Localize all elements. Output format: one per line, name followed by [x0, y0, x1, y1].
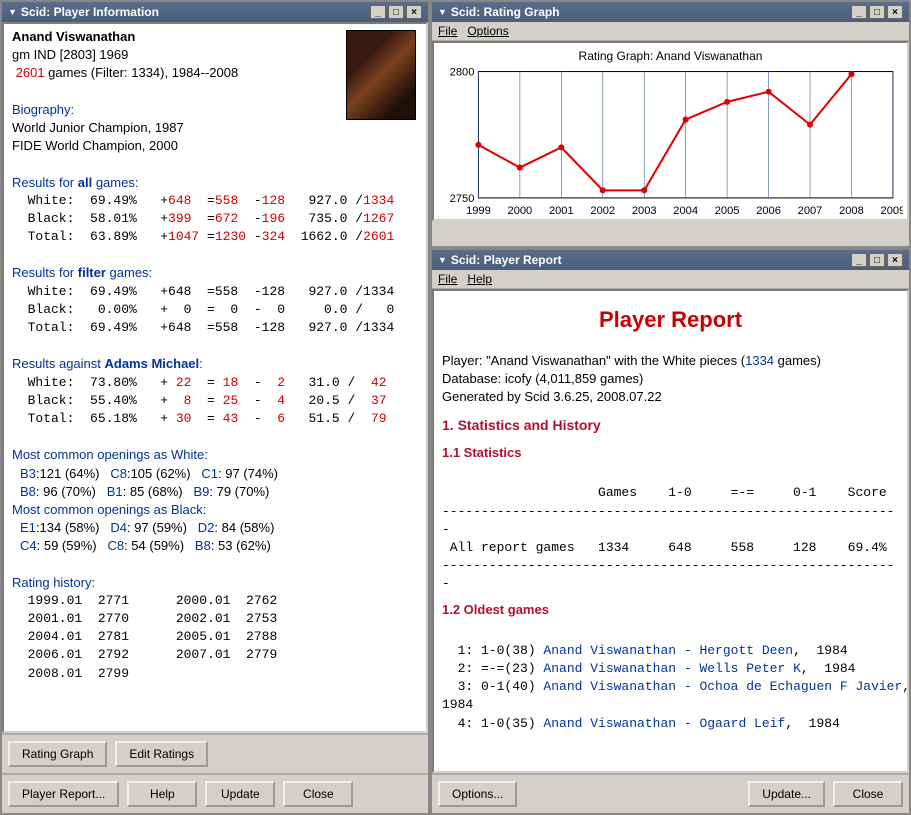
player-photo — [346, 30, 416, 120]
player-report-body: Player Report Player: "Anand Viswanathan… — [432, 289, 909, 773]
svg-text:2005: 2005 — [715, 205, 740, 217]
menu-options[interactable]: Options — [467, 24, 508, 38]
svg-text:1999: 1999 — [466, 205, 491, 217]
rating-graph-menubar: File Options — [432, 22, 909, 41]
opening-code[interactable]: C8 — [107, 538, 124, 553]
close-button[interactable]: Close — [833, 781, 903, 807]
svg-text:2000: 2000 — [508, 205, 533, 217]
player-info-body: Anand Viswanathan gm IND [2803] 1969 260… — [2, 22, 428, 733]
opening-code[interactable]: C8 — [110, 466, 127, 481]
opening-code[interactable]: B8 — [20, 484, 36, 499]
svg-text:2800: 2800 — [450, 67, 475, 79]
close-icon[interactable]: × — [406, 5, 422, 19]
update-button[interactable]: Update... — [748, 781, 825, 807]
player-report-menubar: File Help — [432, 270, 909, 289]
update-button[interactable]: Update — [205, 781, 275, 807]
opening-code[interactable]: B8 — [195, 538, 211, 553]
minimize-icon[interactable]: _ — [851, 253, 867, 267]
window-title: Scid: Player Information — [21, 5, 370, 19]
help-button[interactable]: Help — [127, 781, 197, 807]
results-all-total: Total: 63.89% +1047 =1230 -324 1662.0 /2… — [12, 228, 418, 246]
options-button[interactable]: Options... — [438, 781, 517, 807]
opponent-name[interactable]: Adams Michael — [105, 356, 200, 371]
svg-text:2750: 2750 — [450, 193, 475, 205]
svg-text:2009: 2009 — [881, 205, 903, 217]
game-link[interactable]: Anand Viswanathan - Ogaard Leif — [543, 716, 785, 731]
svg-text:2002: 2002 — [590, 205, 615, 217]
opening-code[interactable]: E1 — [20, 520, 36, 535]
svg-text:2001: 2001 — [549, 205, 574, 217]
svg-text:2007: 2007 — [798, 205, 823, 217]
close-icon[interactable]: × — [887, 253, 903, 267]
results-all-white: White: 69.49% +648 =558 -128 927.0 /1334 — [12, 192, 418, 210]
opening-code[interactable]: B9 — [193, 484, 209, 499]
svg-text:2008: 2008 — [839, 205, 864, 217]
stats-divider: ----------------------------------------… — [442, 557, 899, 593]
openings-white: B3:121 (64%) C8:105 (62%) C1: 97 (74%)B8… — [12, 465, 418, 501]
opening-code[interactable]: D4 — [110, 520, 127, 535]
svg-text:2003: 2003 — [632, 205, 657, 217]
rating-graph-titlebar: ▼ Scid: Rating Graph _ □ × — [432, 2, 909, 22]
button-row-2: Player Report... Help Update Close — [2, 773, 428, 813]
report-title: Player Report — [442, 305, 899, 336]
menu-file[interactable]: File — [438, 24, 457, 38]
player-report-button[interactable]: Player Report... — [8, 781, 119, 807]
stats-divider: ----------------------------------------… — [442, 503, 899, 539]
minimize-icon[interactable]: _ — [370, 5, 386, 19]
opening-code[interactable]: B3 — [20, 466, 36, 481]
minimize-icon[interactable]: _ — [851, 5, 867, 19]
opening-code[interactable]: B1 — [107, 484, 123, 499]
svg-text:2004: 2004 — [673, 205, 698, 217]
vs-total: Total: 65.18% + 30 = 43 - 6 51.5 / 79 — [12, 410, 418, 428]
dropdown-icon: ▼ — [8, 7, 17, 17]
rating-chart: Rating Graph: Anand Viswanathan 19992000… — [432, 41, 909, 221]
openings-black: E1:134 (58%) D4: 97 (59%) D2: 84 (58%)C4… — [12, 519, 418, 555]
player-info-titlebar: ▼ Scid: Player Information _ □ × — [2, 2, 428, 22]
player-report-titlebar: ▼ Scid: Player Report _ □ × — [432, 250, 909, 270]
vs-white: White: 73.80% + 22 = 18 - 2 31.0 / 42 — [12, 374, 418, 392]
opening-code[interactable]: D2 — [198, 520, 215, 535]
dropdown-icon: ▼ — [438, 7, 447, 17]
rating-history: 1999.01 2771 2000.01 2762 2001.01 2770 2… — [12, 592, 418, 683]
close-button[interactable]: Close — [283, 781, 353, 807]
opening-code[interactable]: C4 — [20, 538, 37, 553]
opening-code[interactable]: C1 — [201, 466, 218, 481]
maximize-icon[interactable]: □ — [869, 5, 885, 19]
vs-black: Black: 55.40% + 8 = 25 - 4 20.5 / 37 — [12, 392, 418, 410]
menu-file[interactable]: File — [438, 272, 457, 286]
maximize-icon[interactable]: □ — [869, 253, 885, 267]
rating-graph-button[interactable]: Rating Graph — [8, 741, 107, 767]
game-link[interactable]: Anand Viswanathan - Hergott Deen — [543, 643, 793, 658]
game-link[interactable]: Anand Viswanathan - Ochoa de Echaguen F … — [543, 679, 902, 694]
report-button-row: Options... Update... Close — [432, 773, 909, 813]
player-name: Anand Viswanathan — [12, 29, 135, 44]
games-count[interactable]: 2601 — [16, 65, 45, 80]
game-link[interactable]: Anand Viswanathan - Wells Peter K — [543, 661, 800, 676]
dropdown-icon: ▼ — [438, 255, 447, 265]
button-row-1: Rating Graph Edit Ratings — [2, 733, 428, 773]
maximize-icon[interactable]: □ — [388, 5, 404, 19]
edit-ratings-button[interactable]: Edit Ratings — [115, 741, 208, 767]
svg-text:2006: 2006 — [756, 205, 781, 217]
results-all-black: Black: 58.01% +399 =672 -196 735.0 /1267 — [12, 210, 418, 228]
oldest-games: 1: 1-0(38) Anand Viswanathan - Hergott D… — [442, 642, 899, 733]
menu-help[interactable]: Help — [467, 272, 492, 286]
close-icon[interactable]: × — [887, 5, 903, 19]
